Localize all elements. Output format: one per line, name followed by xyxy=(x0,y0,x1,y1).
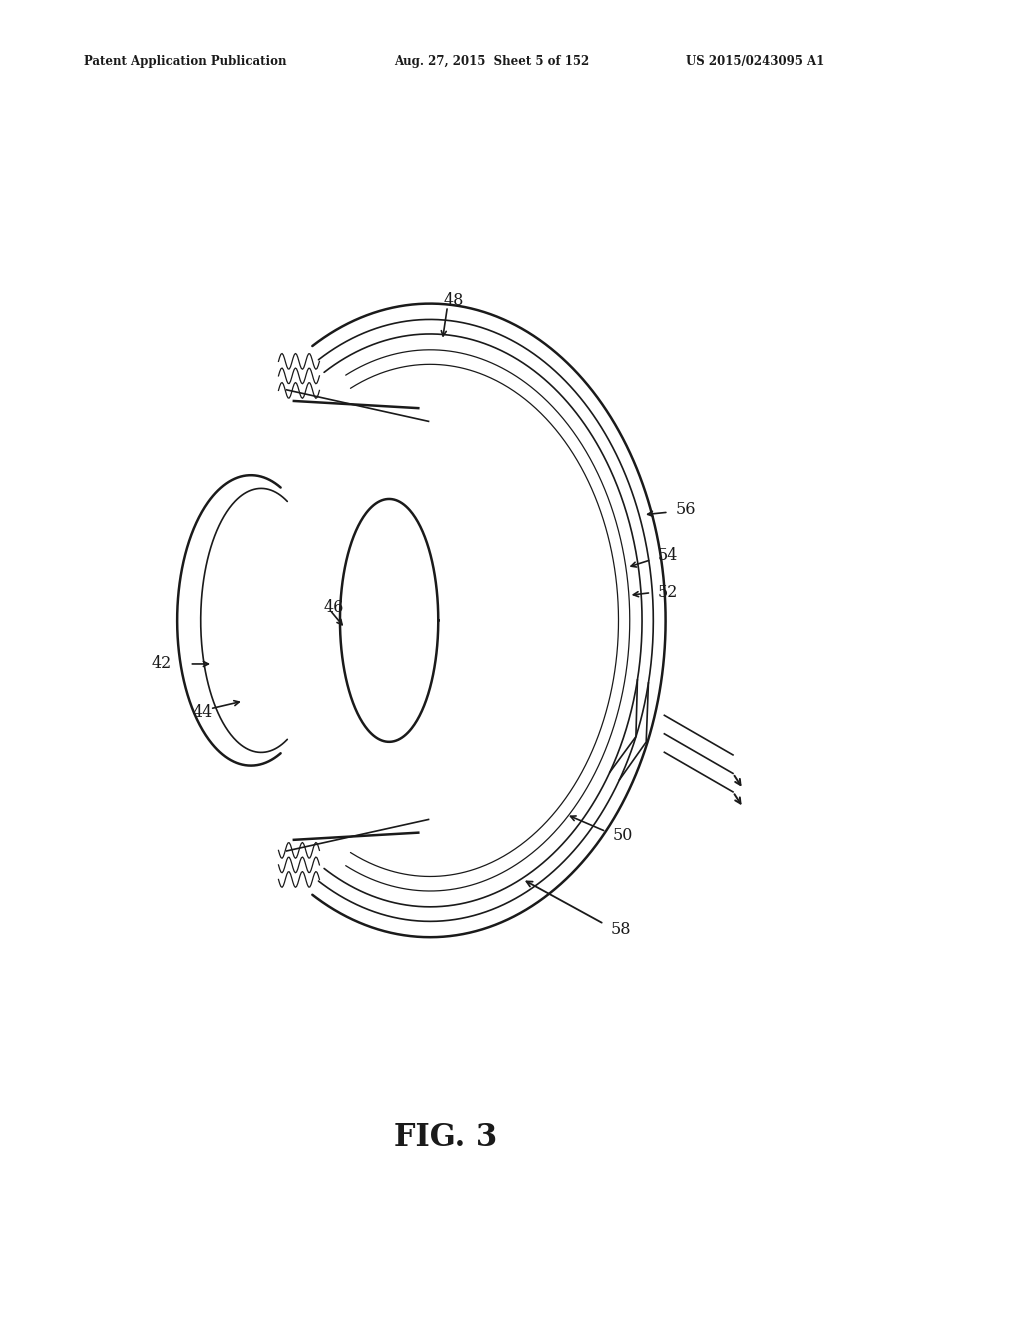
Text: 46: 46 xyxy=(324,599,344,615)
Text: Aug. 27, 2015  Sheet 5 of 152: Aug. 27, 2015 Sheet 5 of 152 xyxy=(394,55,590,69)
Text: 42: 42 xyxy=(152,656,172,672)
Text: 58: 58 xyxy=(610,921,631,937)
Text: 52: 52 xyxy=(657,585,678,601)
Text: US 2015/0243095 A1: US 2015/0243095 A1 xyxy=(686,55,824,69)
Text: 54: 54 xyxy=(657,548,678,564)
Text: 56: 56 xyxy=(676,502,696,517)
Text: Patent Application Publication: Patent Application Publication xyxy=(84,55,287,69)
Text: 48: 48 xyxy=(443,293,464,309)
Text: 44: 44 xyxy=(193,705,213,721)
Text: FIG. 3: FIG. 3 xyxy=(394,1122,497,1154)
Text: 50: 50 xyxy=(612,828,633,843)
